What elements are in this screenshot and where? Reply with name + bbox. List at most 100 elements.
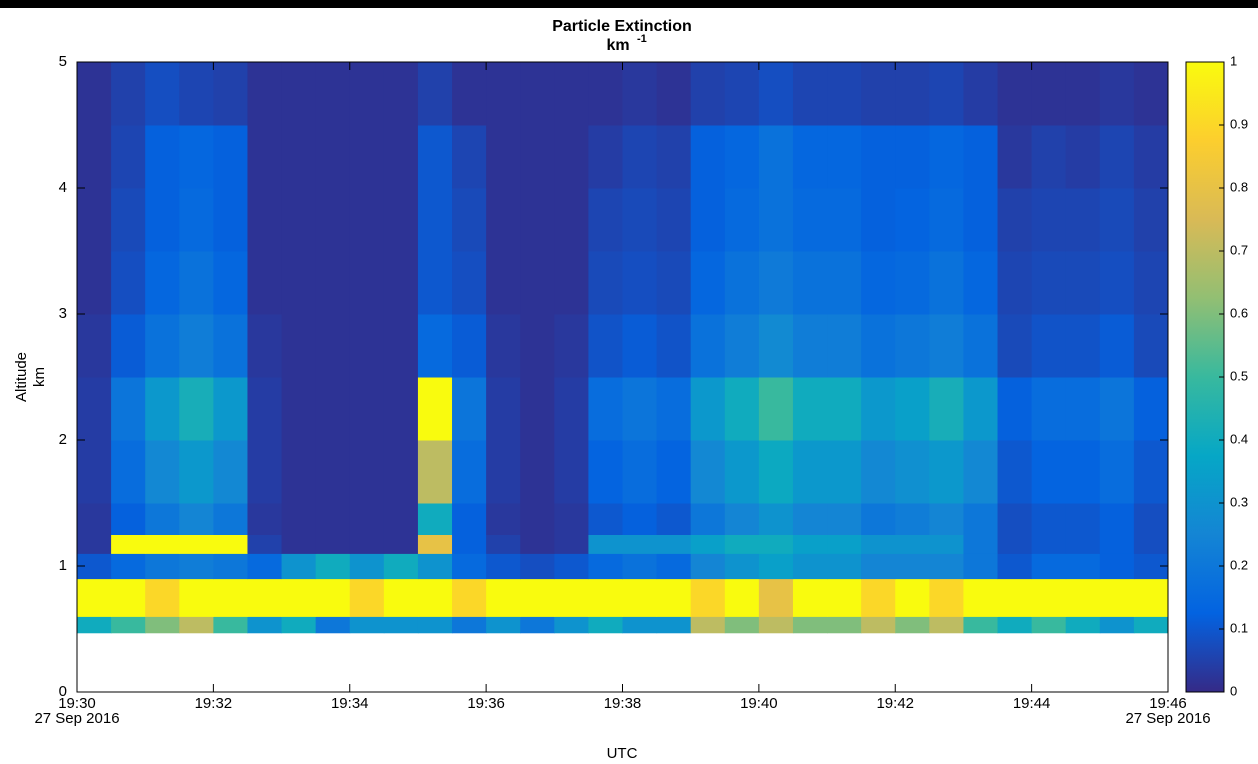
colorbar-tick-label: 0.8: [1230, 179, 1248, 194]
chart-title: Particle Extinction: [552, 18, 692, 35]
heatmap-cell: [1133, 62, 1169, 126]
heatmap-cell: [1031, 125, 1067, 189]
heatmap-cell: [1099, 251, 1135, 315]
heatmap-cell: [827, 440, 862, 504]
x-tick-label: 19:36: [467, 695, 505, 712]
heatmap-cell: [1031, 62, 1067, 126]
heatmap-cell: [929, 377, 964, 441]
heatmap-cell: [315, 125, 351, 189]
heatmap-cell: [383, 125, 419, 189]
heatmap-cell: [486, 440, 521, 504]
heatmap-cell: [895, 578, 930, 617]
heatmap-cell: [1065, 440, 1101, 504]
heatmap-cell: [1065, 314, 1101, 378]
heatmap-cell: [111, 62, 146, 126]
heatmap-cell: [145, 534, 180, 554]
heatmap-cell: [111, 125, 146, 189]
heatmap-cell: [861, 62, 896, 126]
heatmap-cell: [486, 314, 521, 378]
x-tick-label: 19:38: [604, 695, 642, 712]
heatmap-cell: [724, 125, 760, 189]
heatmap-cell: [213, 578, 248, 617]
heatmap-cell: [758, 125, 794, 189]
colorbar-tick-label: 0: [1230, 683, 1237, 698]
heatmap-cell: [145, 503, 180, 535]
heatmap-cell: [179, 503, 214, 535]
heatmap-cell: [656, 251, 692, 315]
heatmap-cell: [1133, 188, 1169, 252]
heatmap-cell: [417, 616, 453, 634]
heatmap-cell: [554, 314, 589, 378]
heatmap-cell: [315, 62, 351, 126]
heatmap-cell: [383, 503, 419, 535]
heatmap-cell: [111, 314, 146, 378]
heatmap-cell: [247, 440, 283, 504]
heatmap-cell: [77, 440, 112, 504]
heatmap-cell: [792, 377, 828, 441]
heatmap-cell: [554, 578, 589, 617]
heatmap-cell: [554, 616, 589, 634]
x-date-label: 27 Sep 2016: [34, 710, 119, 727]
x-date-label: 27 Sep 2016: [1125, 710, 1210, 727]
heatmap-cell: [656, 377, 692, 441]
heatmap-cell: [1031, 377, 1067, 441]
heatmap-cell: [963, 377, 999, 441]
heatmap-cell: [520, 578, 555, 617]
heatmap-cell: [1099, 188, 1135, 252]
heatmap-cell: [281, 503, 317, 535]
heatmap-cell: [895, 251, 930, 315]
heatmap-cell: [1099, 616, 1135, 634]
heatmap-cell: [1065, 534, 1101, 554]
heatmap-cell: [1031, 534, 1067, 554]
heatmap-cell: [963, 62, 999, 126]
heatmap-cell: [1031, 503, 1067, 535]
heatmap-cell: [349, 553, 385, 580]
heatmap-cell: [77, 578, 112, 617]
heatmap-cell: [997, 534, 1033, 554]
heatmap-cell: [724, 503, 760, 535]
heatmap-cell: [895, 503, 930, 535]
heatmap-cell: [656, 578, 692, 617]
heatmap-cell: [588, 503, 623, 535]
heatmap-cell: [247, 616, 283, 634]
heatmap-cell: [145, 578, 180, 617]
heatmap-cell: [1099, 440, 1135, 504]
heatmap-cell: [383, 188, 419, 252]
heatmap-cell: [554, 188, 589, 252]
heatmap-cell: [622, 440, 658, 504]
heatmap-cell: [963, 503, 999, 535]
heatmap-cell: [929, 62, 964, 126]
heatmap-cell: [111, 251, 146, 315]
colorbar-tick-label: 0.1: [1230, 620, 1248, 635]
heatmap-cell: [929, 578, 964, 617]
heatmap-cell: [622, 314, 658, 378]
heatmap-cell: [1133, 251, 1169, 315]
heatmap-cell: [554, 440, 589, 504]
heatmap-cell: [520, 377, 555, 441]
heatmap-cell: [383, 251, 419, 315]
heatmap-cell: [588, 553, 623, 580]
heatmap-cell: [895, 314, 930, 378]
heatmap-cell: [1133, 314, 1169, 378]
heatmap-cell: [656, 188, 692, 252]
heatmap-cell: [861, 314, 896, 378]
heatmap-cell: [622, 616, 658, 634]
heatmap-cell: [383, 534, 419, 554]
heatmap-cell: [145, 62, 180, 126]
heatmap-cell: [111, 440, 146, 504]
heatmap-cell: [588, 251, 623, 315]
heatmap-cell: [929, 314, 964, 378]
heatmap-cell: [997, 440, 1033, 504]
heatmap-cell: [213, 553, 248, 580]
heatmap-cell: [792, 188, 828, 252]
heatmap-cell: [315, 188, 351, 252]
heatmap-cell: [554, 534, 589, 554]
heatmap-cell: [179, 251, 214, 315]
heatmap-cell: [1099, 553, 1135, 580]
heatmap-cell: [77, 534, 112, 554]
heatmap-cell: [1099, 377, 1135, 441]
heatmap-cell: [179, 534, 214, 554]
heatmap-cell: [656, 125, 692, 189]
heatmap-cell: [792, 251, 828, 315]
